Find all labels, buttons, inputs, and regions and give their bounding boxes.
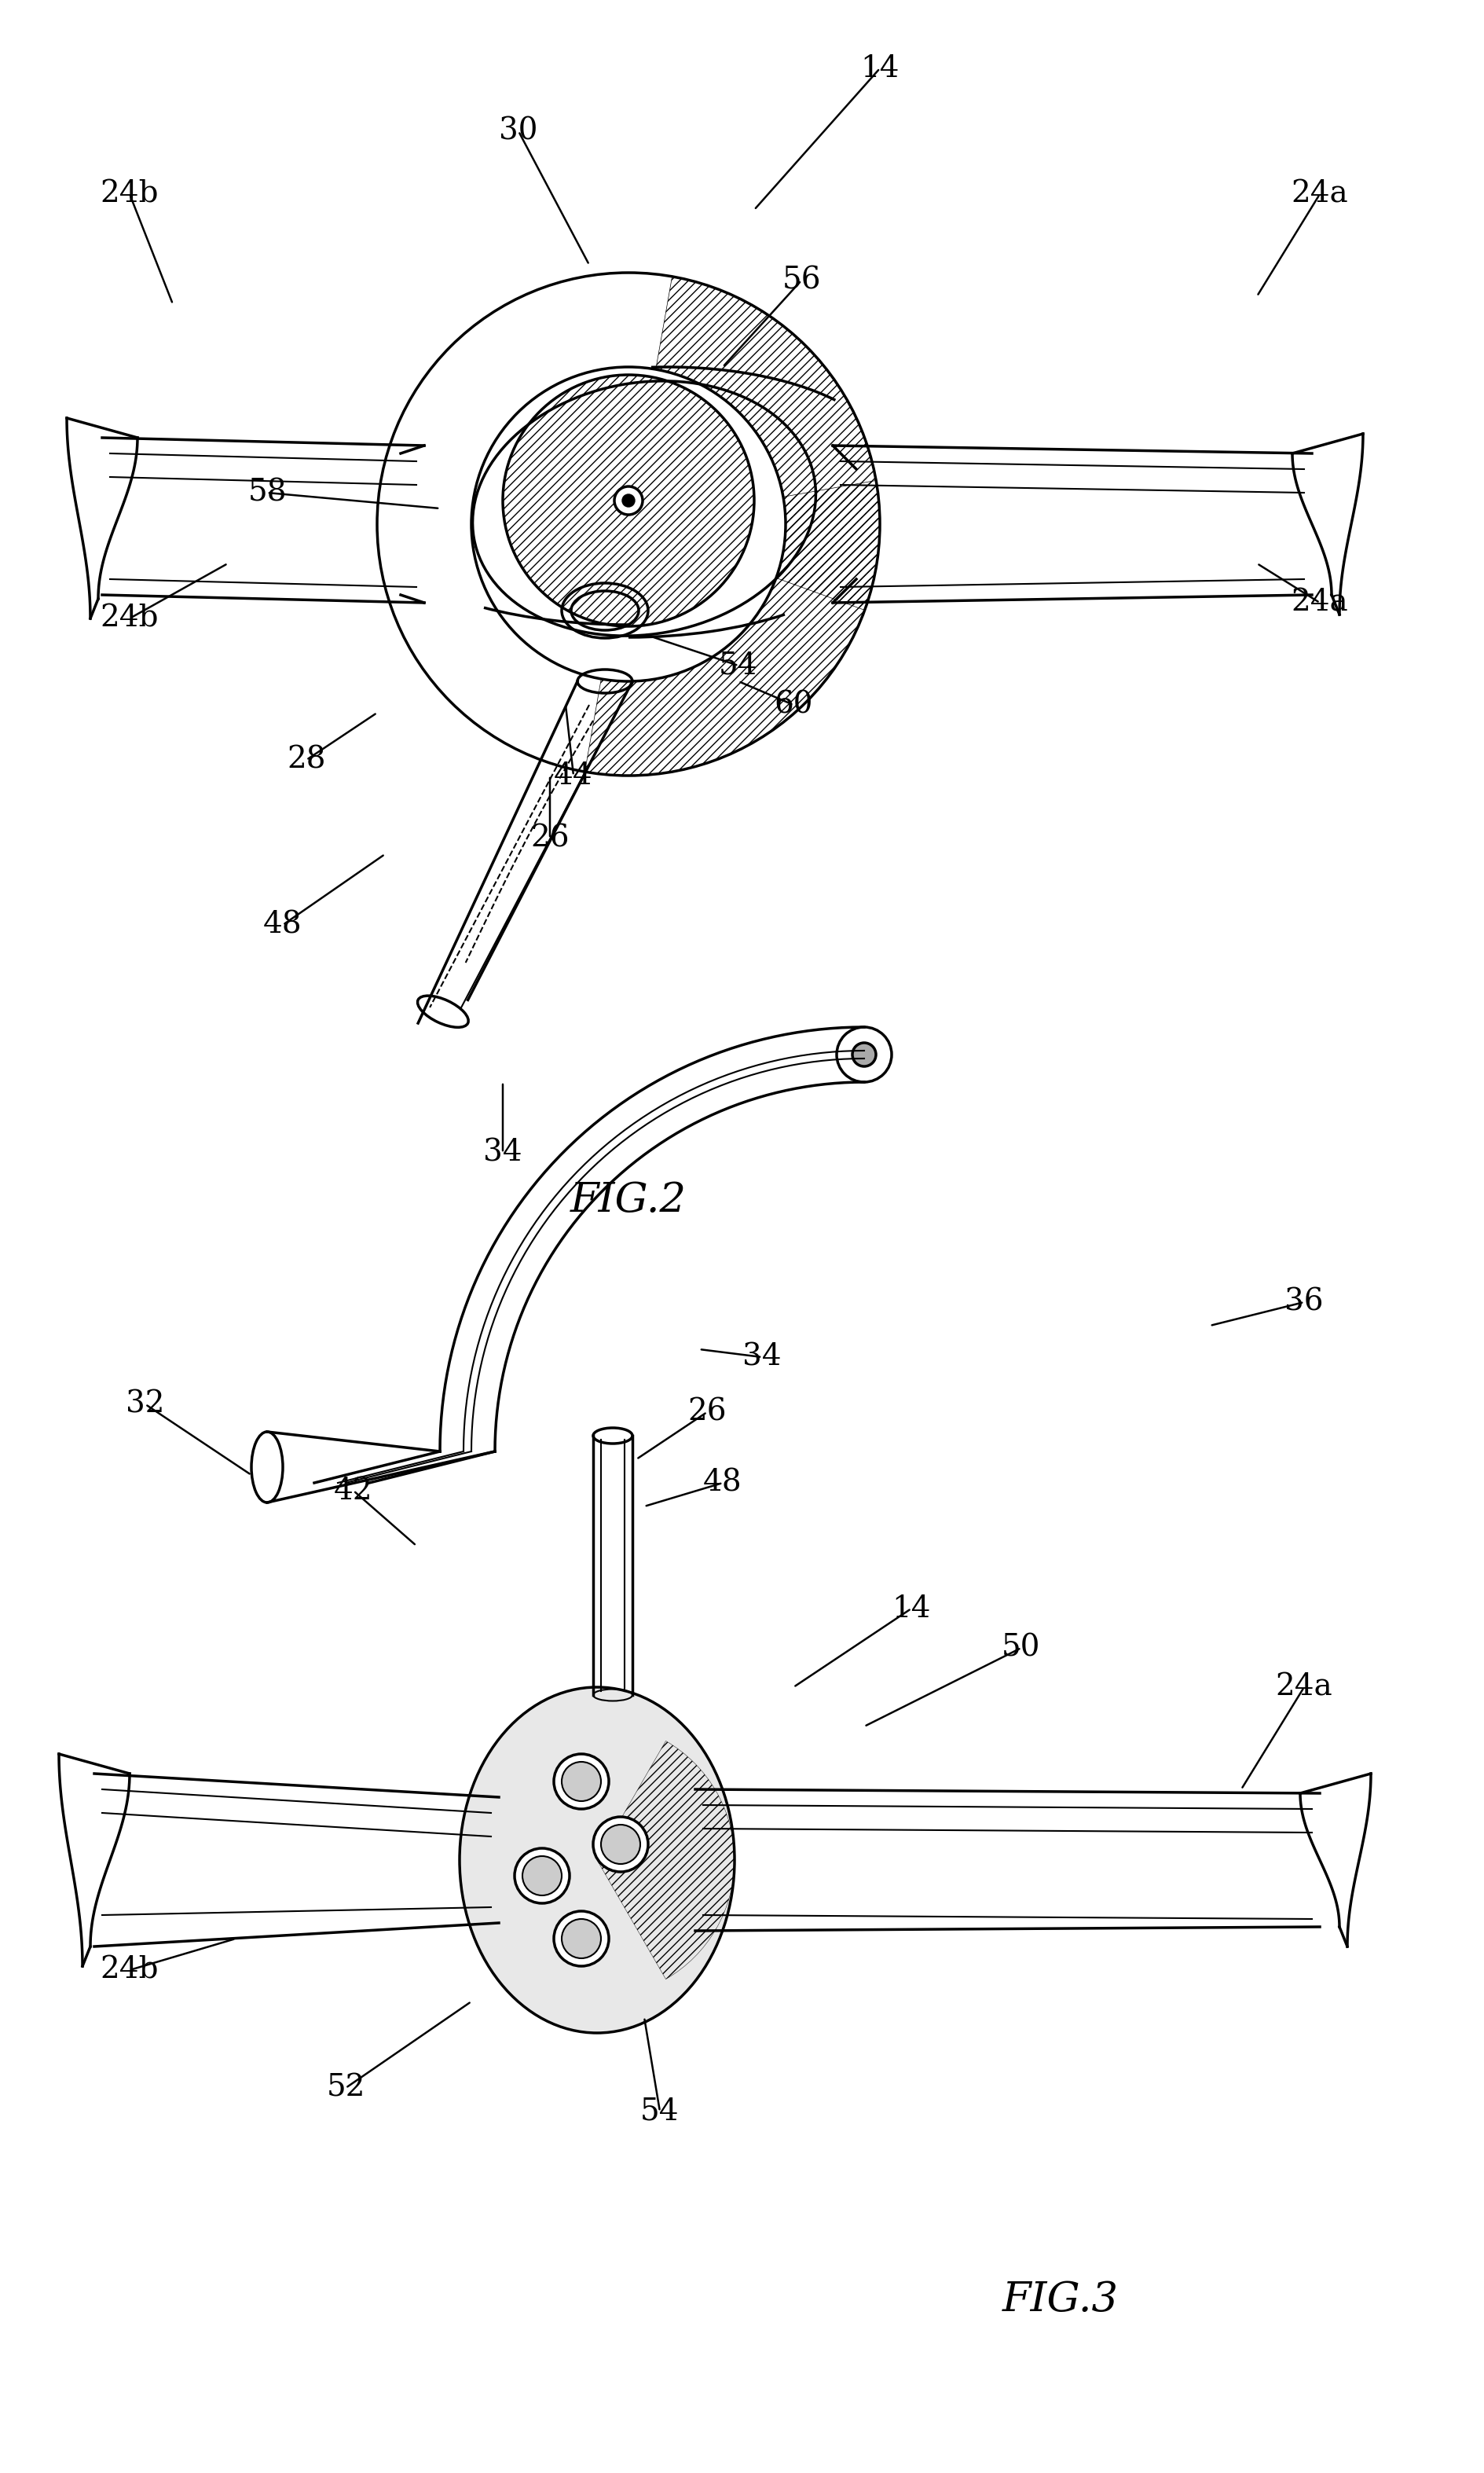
Text: 42: 42 <box>334 1476 372 1506</box>
Text: 24b: 24b <box>101 603 159 633</box>
Ellipse shape <box>522 1857 562 1894</box>
Text: FIG.2: FIG.2 <box>570 1180 687 1219</box>
Text: 24b: 24b <box>101 1956 159 1986</box>
Text: 34: 34 <box>484 1138 522 1167</box>
Text: 36: 36 <box>1285 1288 1324 1316</box>
Text: 48: 48 <box>263 910 303 940</box>
Text: FIG.3: FIG.3 <box>1002 2280 1119 2320</box>
Text: 56: 56 <box>782 267 821 294</box>
Ellipse shape <box>460 1687 735 2033</box>
Text: 24a: 24a <box>1291 181 1349 208</box>
Text: 14: 14 <box>861 54 899 84</box>
Text: 50: 50 <box>1002 1632 1040 1662</box>
Ellipse shape <box>837 1026 892 1083</box>
Ellipse shape <box>515 1847 570 1904</box>
Text: 26: 26 <box>530 824 570 853</box>
Text: 28: 28 <box>286 744 326 774</box>
Ellipse shape <box>562 1919 601 1959</box>
Text: 14: 14 <box>892 1595 930 1622</box>
Text: 34: 34 <box>742 1343 782 1373</box>
Text: 24b: 24b <box>101 181 159 208</box>
Text: 48: 48 <box>703 1469 742 1496</box>
Ellipse shape <box>594 1427 632 1444</box>
Text: 44: 44 <box>554 762 594 791</box>
Ellipse shape <box>562 1761 601 1800</box>
Text: 54: 54 <box>718 650 758 680</box>
Circle shape <box>622 495 635 507</box>
Text: 30: 30 <box>499 116 537 146</box>
Text: 52: 52 <box>326 2072 365 2102</box>
Text: 24a: 24a <box>1276 1672 1333 1701</box>
Text: 26: 26 <box>687 1397 727 1427</box>
Text: 58: 58 <box>248 477 286 507</box>
Text: 60: 60 <box>775 690 813 720</box>
Ellipse shape <box>554 1753 608 1808</box>
Text: 24a: 24a <box>1291 589 1349 618</box>
Ellipse shape <box>601 1825 640 1865</box>
Text: 32: 32 <box>126 1390 165 1420</box>
Circle shape <box>614 487 643 514</box>
Text: 54: 54 <box>641 2097 680 2127</box>
Ellipse shape <box>594 1818 649 1872</box>
Ellipse shape <box>554 1912 608 1966</box>
Ellipse shape <box>852 1044 876 1066</box>
